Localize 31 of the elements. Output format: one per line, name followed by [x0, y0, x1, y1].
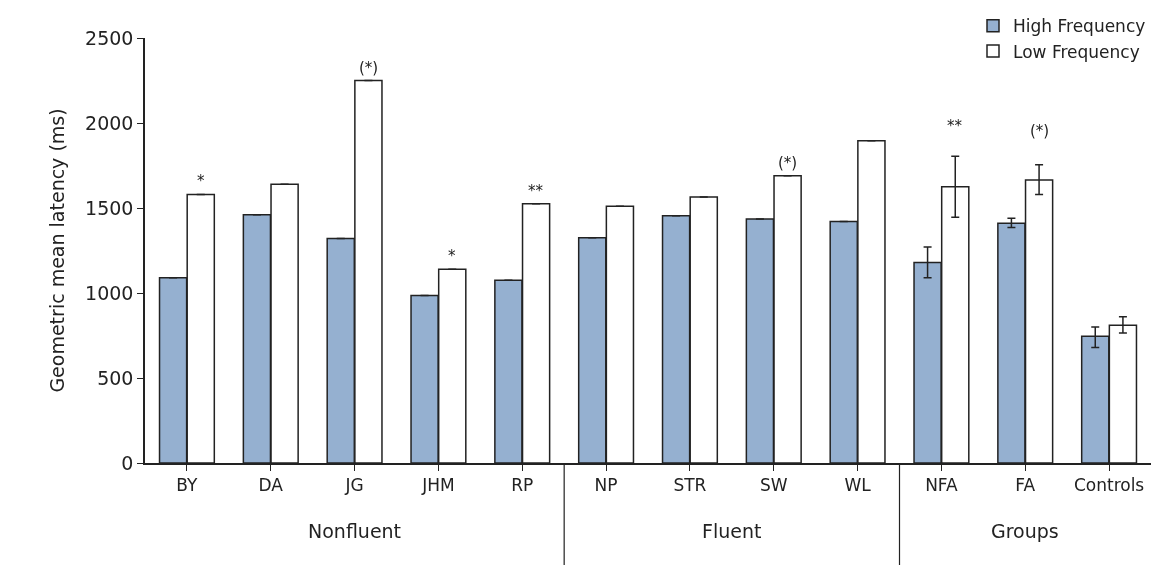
text: Groups	[991, 520, 1059, 542]
annotation: **	[528, 182, 544, 200]
x-tick-label: NP	[594, 475, 618, 496]
annotation: (*)	[778, 154, 798, 172]
x-tick-label: RP	[511, 475, 534, 496]
x-tick-label: SW	[759, 475, 788, 496]
x-tick-label: Controls	[1073, 475, 1145, 496]
annotation: *	[448, 247, 456, 265]
annotation: **	[947, 117, 963, 135]
annotation: (*)	[1030, 122, 1050, 140]
x-tick-label: DA	[258, 475, 284, 496]
x-tick-label: NFA	[925, 475, 959, 496]
annotation: *	[197, 172, 205, 190]
y-axis-title: Geometric mean latency (ms)	[46, 108, 69, 393]
text: Fluent	[702, 520, 762, 542]
y-tick-label: 0	[121, 451, 134, 474]
x-tick-label: WL	[844, 475, 872, 496]
x-tick-label: FA	[1015, 475, 1036, 496]
x-tick-label: STR	[673, 475, 707, 496]
x-tick-label: BY	[176, 475, 199, 496]
y-tick-label: 2500	[85, 26, 134, 49]
annotation: (*)	[359, 59, 379, 77]
text: Nonfluent	[308, 520, 402, 542]
legend-label: Low Frequency	[1013, 41, 1140, 62]
x-tick-label: JG	[344, 475, 364, 496]
y-tick-label: 500	[97, 366, 134, 389]
y-tick-label: 1000	[85, 281, 134, 304]
y-tick-label: 1500	[85, 196, 134, 219]
x-tick-label: JHM	[421, 475, 455, 496]
y-tick-label: 2000	[85, 111, 134, 134]
legend-label: High Frequency	[1013, 16, 1146, 37]
